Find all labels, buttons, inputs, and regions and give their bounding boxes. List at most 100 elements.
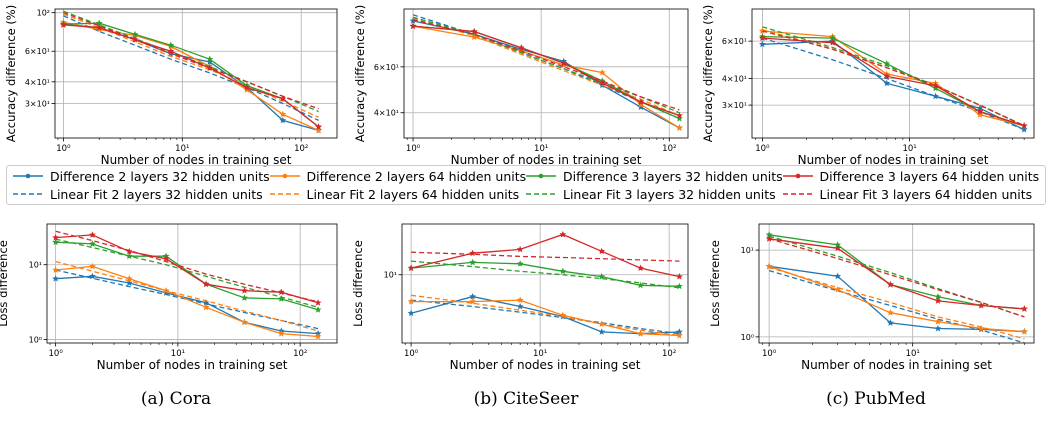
data-point-star (1020, 126, 1028, 133)
x-tick-label: 10⁰ (762, 349, 777, 359)
x-tick-label: 10⁰ (49, 349, 64, 359)
data-point-star (95, 24, 103, 31)
data-point-star (675, 331, 683, 339)
data-point-star (637, 281, 644, 289)
data-point-star (829, 34, 836, 41)
difference-line (769, 238, 1025, 310)
data-point-star (977, 301, 985, 309)
linear-fit-line (63, 15, 319, 121)
legend-item-fit-3-64: Linear Fit 3 layers 64 hidden units (782, 187, 1040, 202)
difference-line (768, 265, 1025, 333)
data-point-star (516, 245, 524, 253)
x-tick-label: 10¹ (902, 144, 916, 154)
y-axis-label: Loss difference (0, 240, 10, 327)
data-point-star (977, 324, 985, 332)
data-point-star (883, 60, 891, 67)
linear-fit-line (411, 299, 680, 335)
legend-line-marker-icon (13, 173, 43, 179)
data-point-star (277, 288, 285, 296)
legend-line-marker-icon (269, 173, 300, 179)
data-point-star (675, 282, 683, 290)
linear-fit-line (762, 37, 1025, 131)
data-point-star (243, 84, 251, 91)
linear-fit-line (768, 235, 1025, 318)
series-3-32 (407, 258, 683, 290)
data-point-star (315, 123, 322, 130)
series-2-32 (52, 269, 322, 337)
data-point-star (765, 231, 773, 238)
legend-label: Linear Fit 3 layers 32 hidden units (563, 186, 776, 202)
legend: Difference 2 layers 32 hidden units Diff… (6, 165, 1046, 205)
legend-label: Linear Fit 2 layers 32 hidden units (50, 186, 263, 202)
x-axis-label: Number of nodes in training set (101, 153, 292, 167)
data-point-star (675, 273, 683, 280)
data-point-star (517, 44, 525, 51)
plot-frame (751, 8, 1035, 139)
data-point-star (1021, 305, 1028, 312)
plot-frame (758, 223, 1035, 344)
data-point-star (834, 272, 841, 280)
data-point-star (759, 34, 766, 41)
y-tick-label: 10² (37, 9, 50, 18)
y-tick-label: 10⁰ (29, 336, 42, 345)
series-3-32 (52, 238, 322, 313)
data-point-star (637, 103, 645, 111)
linear-fit-line (762, 30, 1025, 127)
series-2-64 (765, 262, 1028, 340)
data-point-star (516, 260, 524, 267)
y-tick-label: 4×10¹ (25, 78, 50, 87)
data-point-star (131, 36, 139, 43)
data-point-star (516, 296, 524, 303)
x-tick-label: 10² (293, 349, 307, 359)
data-point-star (206, 55, 214, 63)
legend-dashed-line-icon (526, 193, 556, 195)
series-2-64 (407, 294, 683, 339)
data-point-star (206, 58, 214, 65)
x-axis-label: Number of nodes in training set (97, 358, 288, 372)
data-point-star (559, 311, 567, 319)
data-point-star (676, 114, 683, 122)
data-point-star (976, 104, 984, 112)
data-point-star (976, 111, 984, 118)
series-3-64 (52, 230, 322, 306)
data-point-star (976, 107, 984, 115)
plot-area (52, 230, 322, 340)
series-2-32 (765, 262, 1028, 343)
linear-fit-line (55, 260, 319, 332)
data-point-star (469, 293, 477, 300)
legend-item-fit-3-32: Linear Fit 3 layers 32 hidden units (526, 187, 783, 202)
series-2-32 (759, 37, 1028, 133)
legend-item-diff-2-64: Difference 2 layers 64 hidden units (269, 169, 526, 184)
data-point-star (676, 124, 683, 131)
data-point-star (934, 318, 942, 325)
x-tick-label: 10¹ (171, 349, 185, 359)
y-tick-label: 6×10¹ (722, 37, 747, 46)
data-point-star (834, 241, 841, 248)
data-point-star (279, 95, 287, 102)
series-3-64 (60, 12, 322, 130)
data-point-star (52, 238, 60, 246)
difference-line (762, 30, 1025, 127)
data-point-star (1021, 328, 1028, 335)
chart-cora-accuracy: 10⁰ 10¹ 10² 10² 6×10¹ 4×10¹ 3×10¹ Number of nod… (4, 5, 338, 167)
difference-line (411, 299, 680, 337)
data-point-star (125, 275, 133, 282)
data-point-star (598, 328, 606, 335)
data-point-star (637, 330, 644, 337)
data-point-star (470, 27, 478, 35)
data-point-star (279, 110, 287, 118)
data-point-star (637, 264, 644, 271)
linear-fit-line (768, 238, 1025, 318)
data-point-star (759, 40, 766, 48)
data-point-star (883, 72, 891, 80)
data-point-star (409, 17, 417, 24)
x-tick-label: 10¹ (175, 144, 189, 154)
chart-pubmed-accuracy: 10⁰ 10¹ 6×10¹ 4×10¹ 3×10¹ Number of nodes in … (701, 5, 1035, 167)
data-point-star (314, 306, 322, 313)
data-point-star (598, 273, 606, 280)
data-point-star (315, 126, 322, 134)
y-axis-label: Accuracy difference (%) (701, 5, 715, 142)
legend-line-marker-icon (782, 173, 813, 179)
series-3-64 (407, 230, 683, 280)
